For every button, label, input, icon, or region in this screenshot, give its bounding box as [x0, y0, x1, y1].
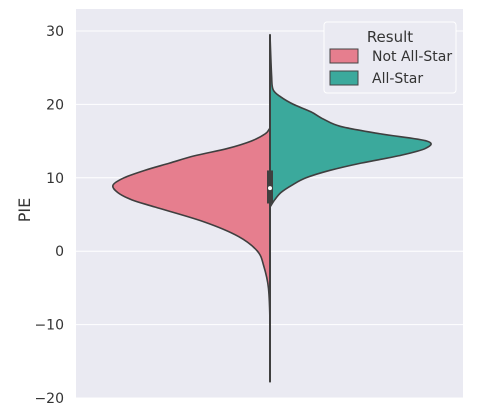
- y-tick-label: −20: [34, 391, 64, 407]
- y-tick-labels: −20 −10 0 10 20 30: [34, 24, 64, 407]
- y-tick-label: 30: [46, 24, 64, 40]
- y-tick-label: 10: [46, 171, 64, 187]
- violin-half-not-all-star: [111, 127, 271, 383]
- y-tick-label: −10: [34, 318, 64, 334]
- legend-title: Result: [367, 28, 413, 46]
- violin-half-all-star: [269, 33, 432, 208]
- y-axis-label: PIE: [15, 198, 34, 222]
- legend-label-all-star: All-Star: [372, 71, 423, 87]
- y-tick-label: 0: [55, 244, 64, 260]
- legend: Result Not All-Star All-Star: [323, 21, 457, 94]
- legend-label-not-all-star: Not All-Star: [372, 49, 452, 65]
- box-median: [268, 186, 272, 191]
- violins: [111, 33, 432, 383]
- legend-swatch-not-all-star: [329, 48, 359, 64]
- y-tick-label: 20: [46, 97, 64, 113]
- legend-swatch-all-star: [329, 70, 359, 86]
- inner-box: [267, 34, 273, 382]
